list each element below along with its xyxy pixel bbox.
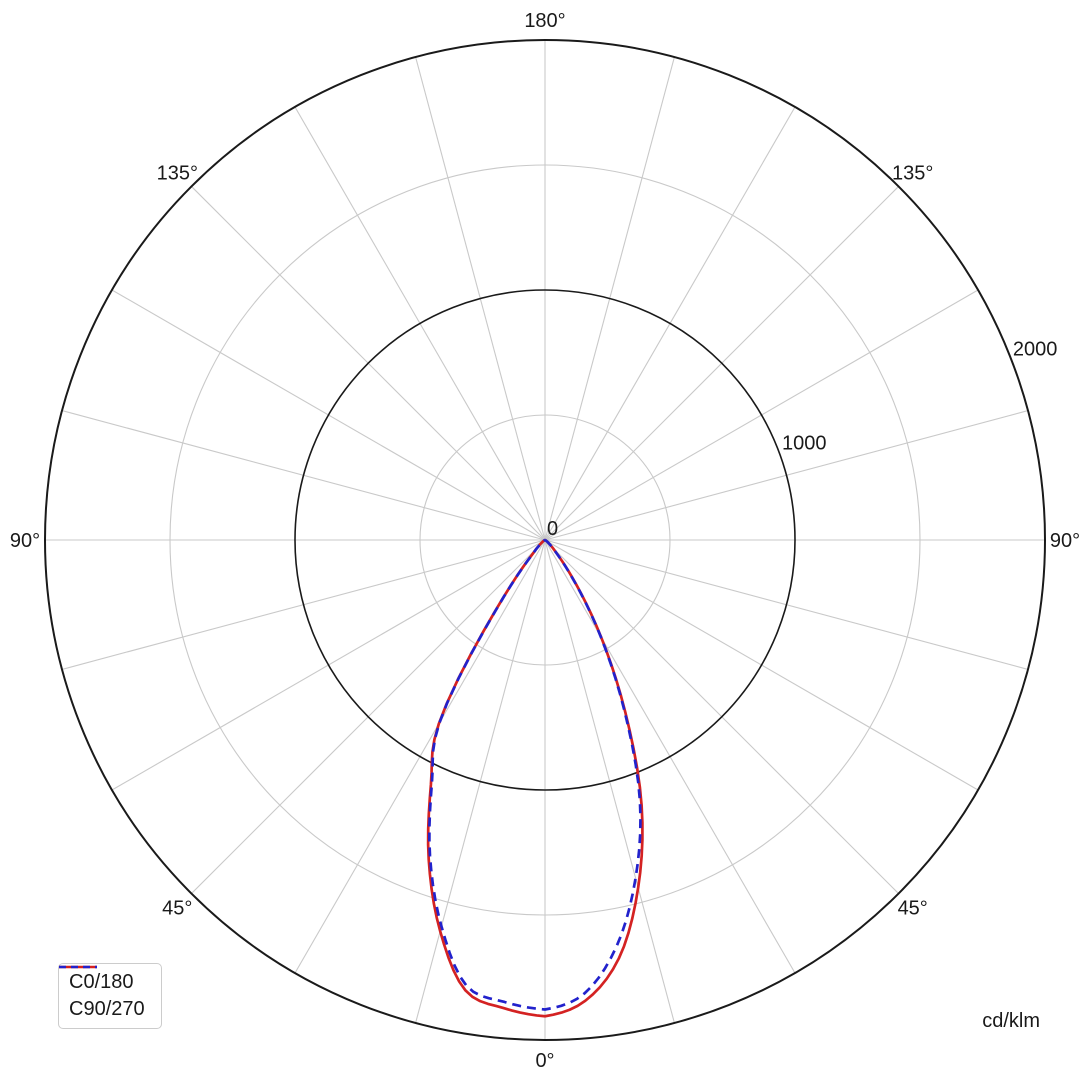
legend-line-dashed-icon <box>59 965 97 969</box>
angle-label-90-left: 90° <box>10 530 40 552</box>
angle-label-45-right: 45° <box>898 898 928 920</box>
legend-item-c90-270: C90/270 <box>59 965 145 1022</box>
angle-label-180: 180° <box>524 10 565 32</box>
grid-ring-1500 <box>169 164 921 916</box>
legend-item-c0-180: C0/180 <box>59 965 145 995</box>
angle-label-0: 0° <box>535 1050 554 1072</box>
radial-label-0: 0 <box>547 518 558 540</box>
angle-label-90-right: 90° <box>1050 530 1080 552</box>
angle-label-135-right: 135° <box>892 162 933 184</box>
curve-c90-270 <box>428 538 642 1011</box>
grid-ring-1000 <box>294 289 796 791</box>
radial-label-1000: 1000 <box>782 432 827 454</box>
legend: C0/180 C90/270 <box>58 963 162 1029</box>
angle-label-45-left: 45° <box>162 898 192 920</box>
unit-label: cd/klm <box>982 1010 1040 1032</box>
grid-ring-2000 <box>44 39 1046 1041</box>
radial-gridlines <box>44 39 1046 1041</box>
legend-label-c90-270: C90/270 <box>69 998 145 1020</box>
radial-label-2000: 2000 <box>1013 339 1058 361</box>
grid-ring-500 <box>419 414 671 666</box>
legend-label-c0-180: C0/180 <box>69 971 134 993</box>
angle-label-135-left: 135° <box>157 162 198 184</box>
angle-labels: 0° 45° 45° 90° 90° 135° 135° 180° <box>10 10 1080 1072</box>
